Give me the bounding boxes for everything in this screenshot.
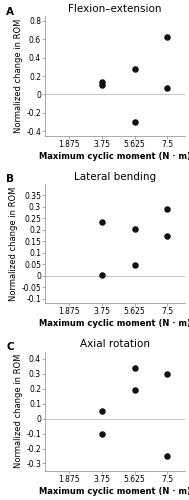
Point [133,262,136,270]
Point [166,34,169,42]
Point [133,386,136,394]
Y-axis label: Normalized change in ROM: Normalized change in ROM [9,186,19,301]
Point [100,78,103,86]
Text: C: C [6,342,14,352]
Title: Flexion–extension: Flexion–extension [68,4,162,14]
X-axis label: Maximum cyclic moment (N · m): Maximum cyclic moment (N · m) [39,487,189,496]
Point [100,218,103,226]
Point [166,84,169,92]
Point [133,224,136,232]
Y-axis label: Normalized change in ROM: Normalized change in ROM [14,354,23,469]
Title: Lateral bending: Lateral bending [74,172,156,182]
Point [133,64,136,72]
Point [100,407,103,415]
X-axis label: Maximum cyclic moment (N · m): Maximum cyclic moment (N · m) [39,152,189,160]
Point [100,430,103,438]
Point [166,205,169,213]
Text: A: A [6,7,14,17]
X-axis label: Maximum cyclic moment (N · m): Maximum cyclic moment (N · m) [39,319,189,328]
Point [133,118,136,126]
Point [133,364,136,372]
Text: B: B [6,174,14,184]
Y-axis label: Normalized change in ROM: Normalized change in ROM [14,19,23,133]
Point [100,270,103,278]
Title: Axial rotation: Axial rotation [80,340,150,349]
Point [166,452,169,460]
Point [166,232,169,239]
Point [166,370,169,378]
Point [100,81,103,89]
